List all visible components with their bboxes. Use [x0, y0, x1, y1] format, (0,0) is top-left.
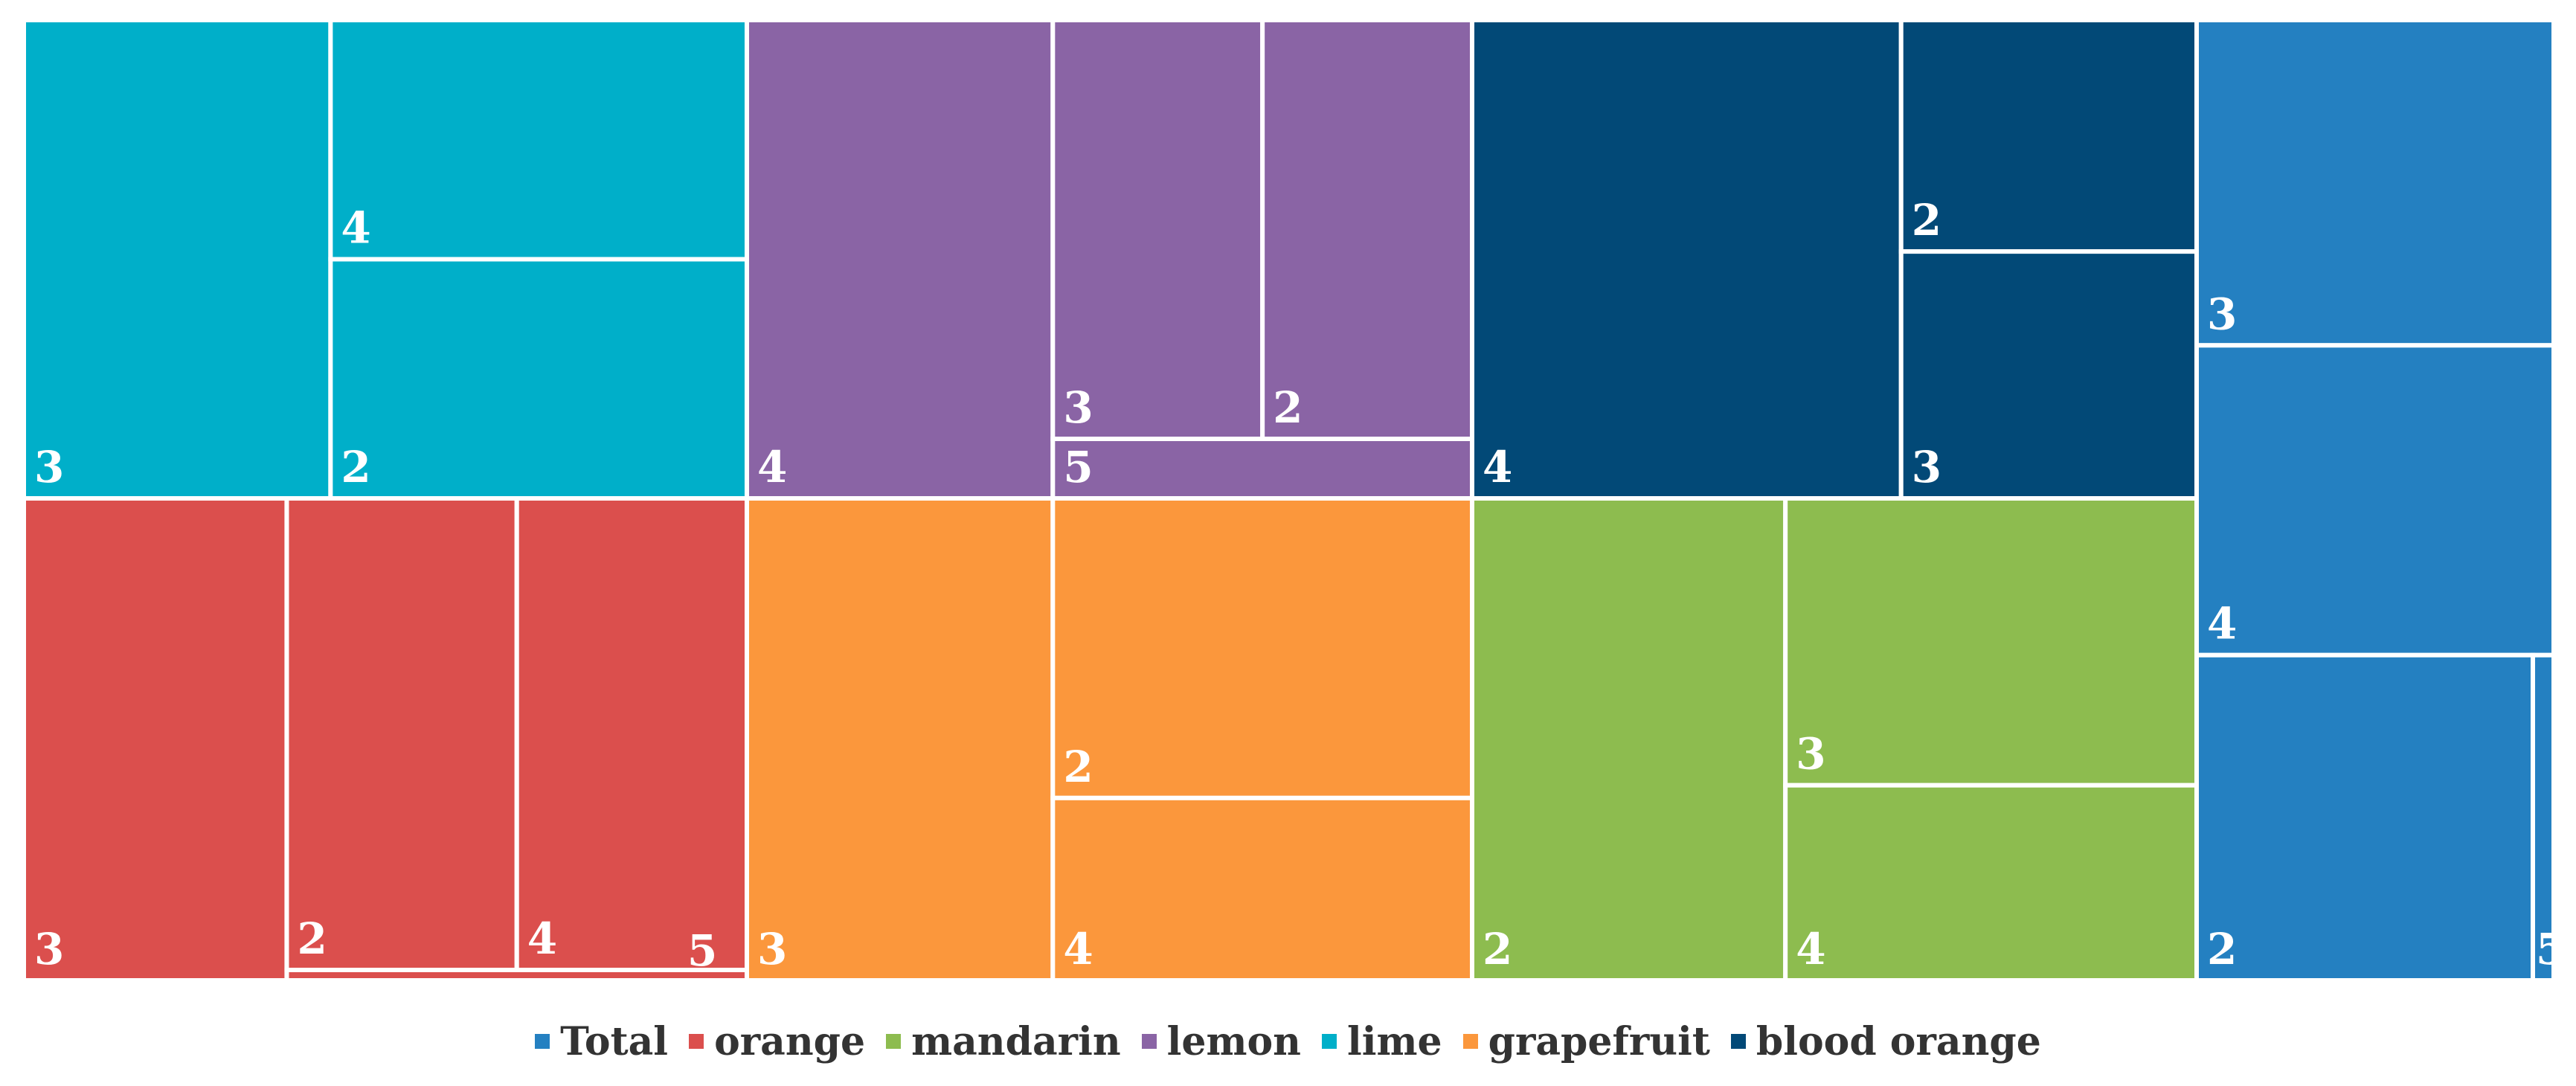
- treemap-label-lemon-4: 4: [757, 442, 787, 492]
- treemap-label-orange-2: 2: [297, 913, 327, 964]
- treemap-label-Total-4: 4: [2207, 599, 2237, 649]
- treemap-label-lime-4: 4: [341, 203, 370, 254]
- legend-swatch-lime: [1321, 1034, 1337, 1049]
- legend-label-lemon: lemon: [1166, 1018, 1301, 1064]
- treemap-label-blood-orange-3: 3: [1912, 442, 1941, 492]
- treemap-tile-mandarin-3: [1783, 496, 2199, 788]
- legend-label-blood-orange: blood orange: [1756, 1018, 2041, 1064]
- treemap-label-lemon-3: 3: [1063, 382, 1093, 433]
- legend-item-lime: lime: [1321, 1018, 1442, 1064]
- treemap-tile-orange-3: [22, 496, 289, 983]
- treemap-tile-lemon-3: [1050, 18, 1265, 441]
- legend-item-mandarin: mandarin: [886, 1019, 1121, 1064]
- treemap-tile-lemon-4: [745, 18, 1056, 501]
- treemap-tile-lime-2: [328, 257, 749, 501]
- legend-swatch-Total: [535, 1034, 550, 1049]
- legend-swatch-blood-orange: [1730, 1034, 1746, 1049]
- legend-label-grapefruit: grapefruit: [1488, 1018, 1710, 1064]
- treemap-tile-orange-2: [284, 496, 519, 972]
- treemap-label-grapefruit-3: 3: [757, 924, 787, 974]
- treemap-label-mandarin-2: 2: [1483, 924, 1512, 974]
- treemap-tile-mandarin-2: [1470, 496, 1788, 983]
- treemap-tile-blood-orange-2: [1898, 18, 2199, 254]
- treemap-tile-blood-orange-4: [1470, 18, 1904, 501]
- legend-swatch-mandarin: [886, 1034, 902, 1049]
- treemap-label-lime-3: 3: [34, 442, 64, 492]
- treemap-tile-orange-5: [284, 968, 750, 983]
- treemap-label-grapefruit-2: 2: [1063, 742, 1093, 792]
- treemap-label-mandarin-4: 4: [1796, 924, 1825, 974]
- treemap-tile-lemon-2: [1260, 18, 1474, 441]
- legend-item-orange: orange: [689, 1019, 865, 1064]
- treemap-tile-grapefruit-3: [745, 496, 1056, 983]
- legend-item-grapefruit: grapefruit: [1462, 1018, 1710, 1064]
- treemap-tile-mandarin-4: [1783, 783, 2199, 983]
- treemap-tile-lime-3: [22, 18, 333, 501]
- treemap-tile-orange-4: [514, 496, 750, 972]
- legend-item-Total: Total: [535, 1019, 668, 1064]
- legend-label-Total: Total: [560, 1018, 669, 1064]
- treemap-label-Total-2: 2: [2207, 924, 2237, 974]
- treemap-tile-blood-orange-3: [1898, 249, 2199, 501]
- legend-swatch-orange: [689, 1034, 704, 1049]
- legend-item-lemon: lemon: [1141, 1018, 1301, 1064]
- legend-swatch-grapefruit: [1462, 1034, 1478, 1049]
- treemap-label-grapefruit-4: 4: [1063, 924, 1093, 974]
- treemap-tile-lemon-5: [1050, 437, 1474, 501]
- treemap-label-orange-3: 3: [34, 924, 64, 974]
- treemap-tile-grapefruit-2: [1050, 496, 1474, 800]
- treemap-tile-grapefruit-4: [1050, 795, 1474, 983]
- treemap-label-mandarin-3: 3: [1796, 729, 1825, 780]
- treemap-label-blood-orange-4: 4: [1483, 442, 1512, 492]
- legend-label-orange: orange: [714, 1018, 866, 1064]
- treemap-label-blood-orange-2: 2: [1912, 195, 1941, 245]
- treemap-label-orange-4: 4: [527, 913, 557, 964]
- treemap-tile-Total-4: [2194, 343, 2556, 658]
- treemap-tile-Total-5: [2531, 652, 2556, 983]
- legend-item-blood-orange: blood orange: [1730, 1018, 2041, 1064]
- treemap-label-Total-3: 3: [2207, 289, 2237, 339]
- legend: Total orange mandarin lemon lime grapefruit bl…: [0, 1012, 2576, 1071]
- legend-swatch-lemon: [1141, 1034, 1157, 1049]
- treemap-tile-Total-2: [2194, 652, 2535, 983]
- treemap-tile-lime-4: [328, 18, 749, 262]
- treemap-label-lemon-2: 2: [1273, 382, 1303, 433]
- treemap-label-orange-5: 5: [687, 925, 717, 976]
- legend-label-lime: lime: [1346, 1018, 1442, 1064]
- treemap-label-Total-5: 5: [2536, 924, 2566, 974]
- treemap-label-lime-2: 2: [341, 442, 370, 492]
- treemap-tile-Total-3: [2194, 18, 2556, 348]
- treemap-label-lemon-5: 5: [1063, 442, 1093, 492]
- legend-label-mandarin: mandarin: [911, 1018, 1121, 1064]
